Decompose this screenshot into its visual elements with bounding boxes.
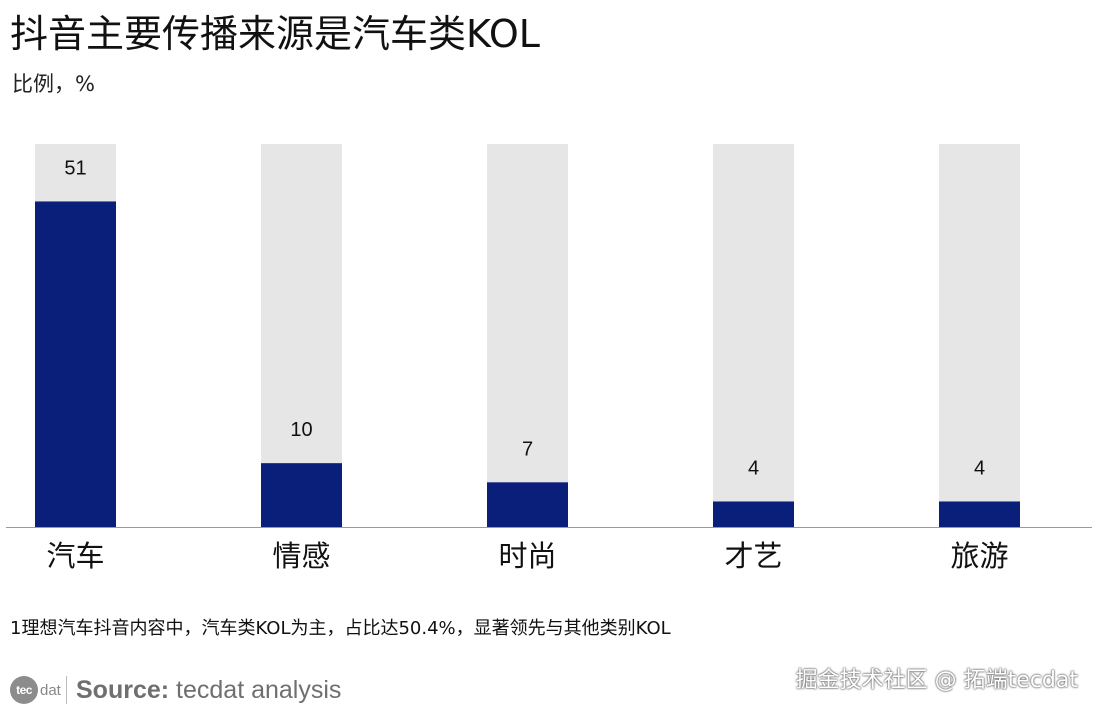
data-label-3: 4 <box>748 457 759 479</box>
category-label-2: 时尚 <box>498 539 556 573</box>
category-label-0: 汽车 <box>46 539 104 573</box>
category-label-4: 旅游 <box>950 539 1008 573</box>
data-label-2: 7 <box>522 438 533 460</box>
bar-3 <box>713 501 794 527</box>
bar-1 <box>261 463 342 527</box>
tecdat-logo: tec dat <box>10 676 61 704</box>
footnote: 1理想汽车抖音内容中，汽车类KOL为主，占比达50.4%，显著领先与其他类别KO… <box>10 618 671 639</box>
bar-0 <box>35 201 116 527</box>
data-label-1: 10 <box>290 419 312 441</box>
bar-chart: 51 汽车 10 情感 7 时尚 4 才艺 4 旅游 <box>6 144 1092 573</box>
logo-divider <box>66 676 67 704</box>
data-label-4: 4 <box>974 457 985 479</box>
logo-text: dat <box>40 681 61 699</box>
category-label-1: 情感 <box>272 539 330 573</box>
data-label-0: 51 <box>64 157 86 179</box>
bar-4 <box>939 501 1020 527</box>
bar-background-3 <box>713 144 794 527</box>
bar-background-4 <box>939 144 1020 527</box>
category-label-3: 才艺 <box>724 539 782 573</box>
source-line: Source: tecdat analysis <box>76 674 341 706</box>
source-text: tecdat analysis <box>169 676 342 704</box>
bar-background-2 <box>487 144 568 527</box>
chart-subtitle: 比例，% <box>12 72 95 96</box>
logo-mark: tec <box>10 676 38 704</box>
watermark: 掘金技术社区 @ 拓端tecdat <box>795 668 1078 693</box>
bar-2 <box>487 482 568 527</box>
chart-title: 抖音主要传播来源是汽车类KOL <box>10 12 540 56</box>
source-label: Source: <box>76 676 170 704</box>
